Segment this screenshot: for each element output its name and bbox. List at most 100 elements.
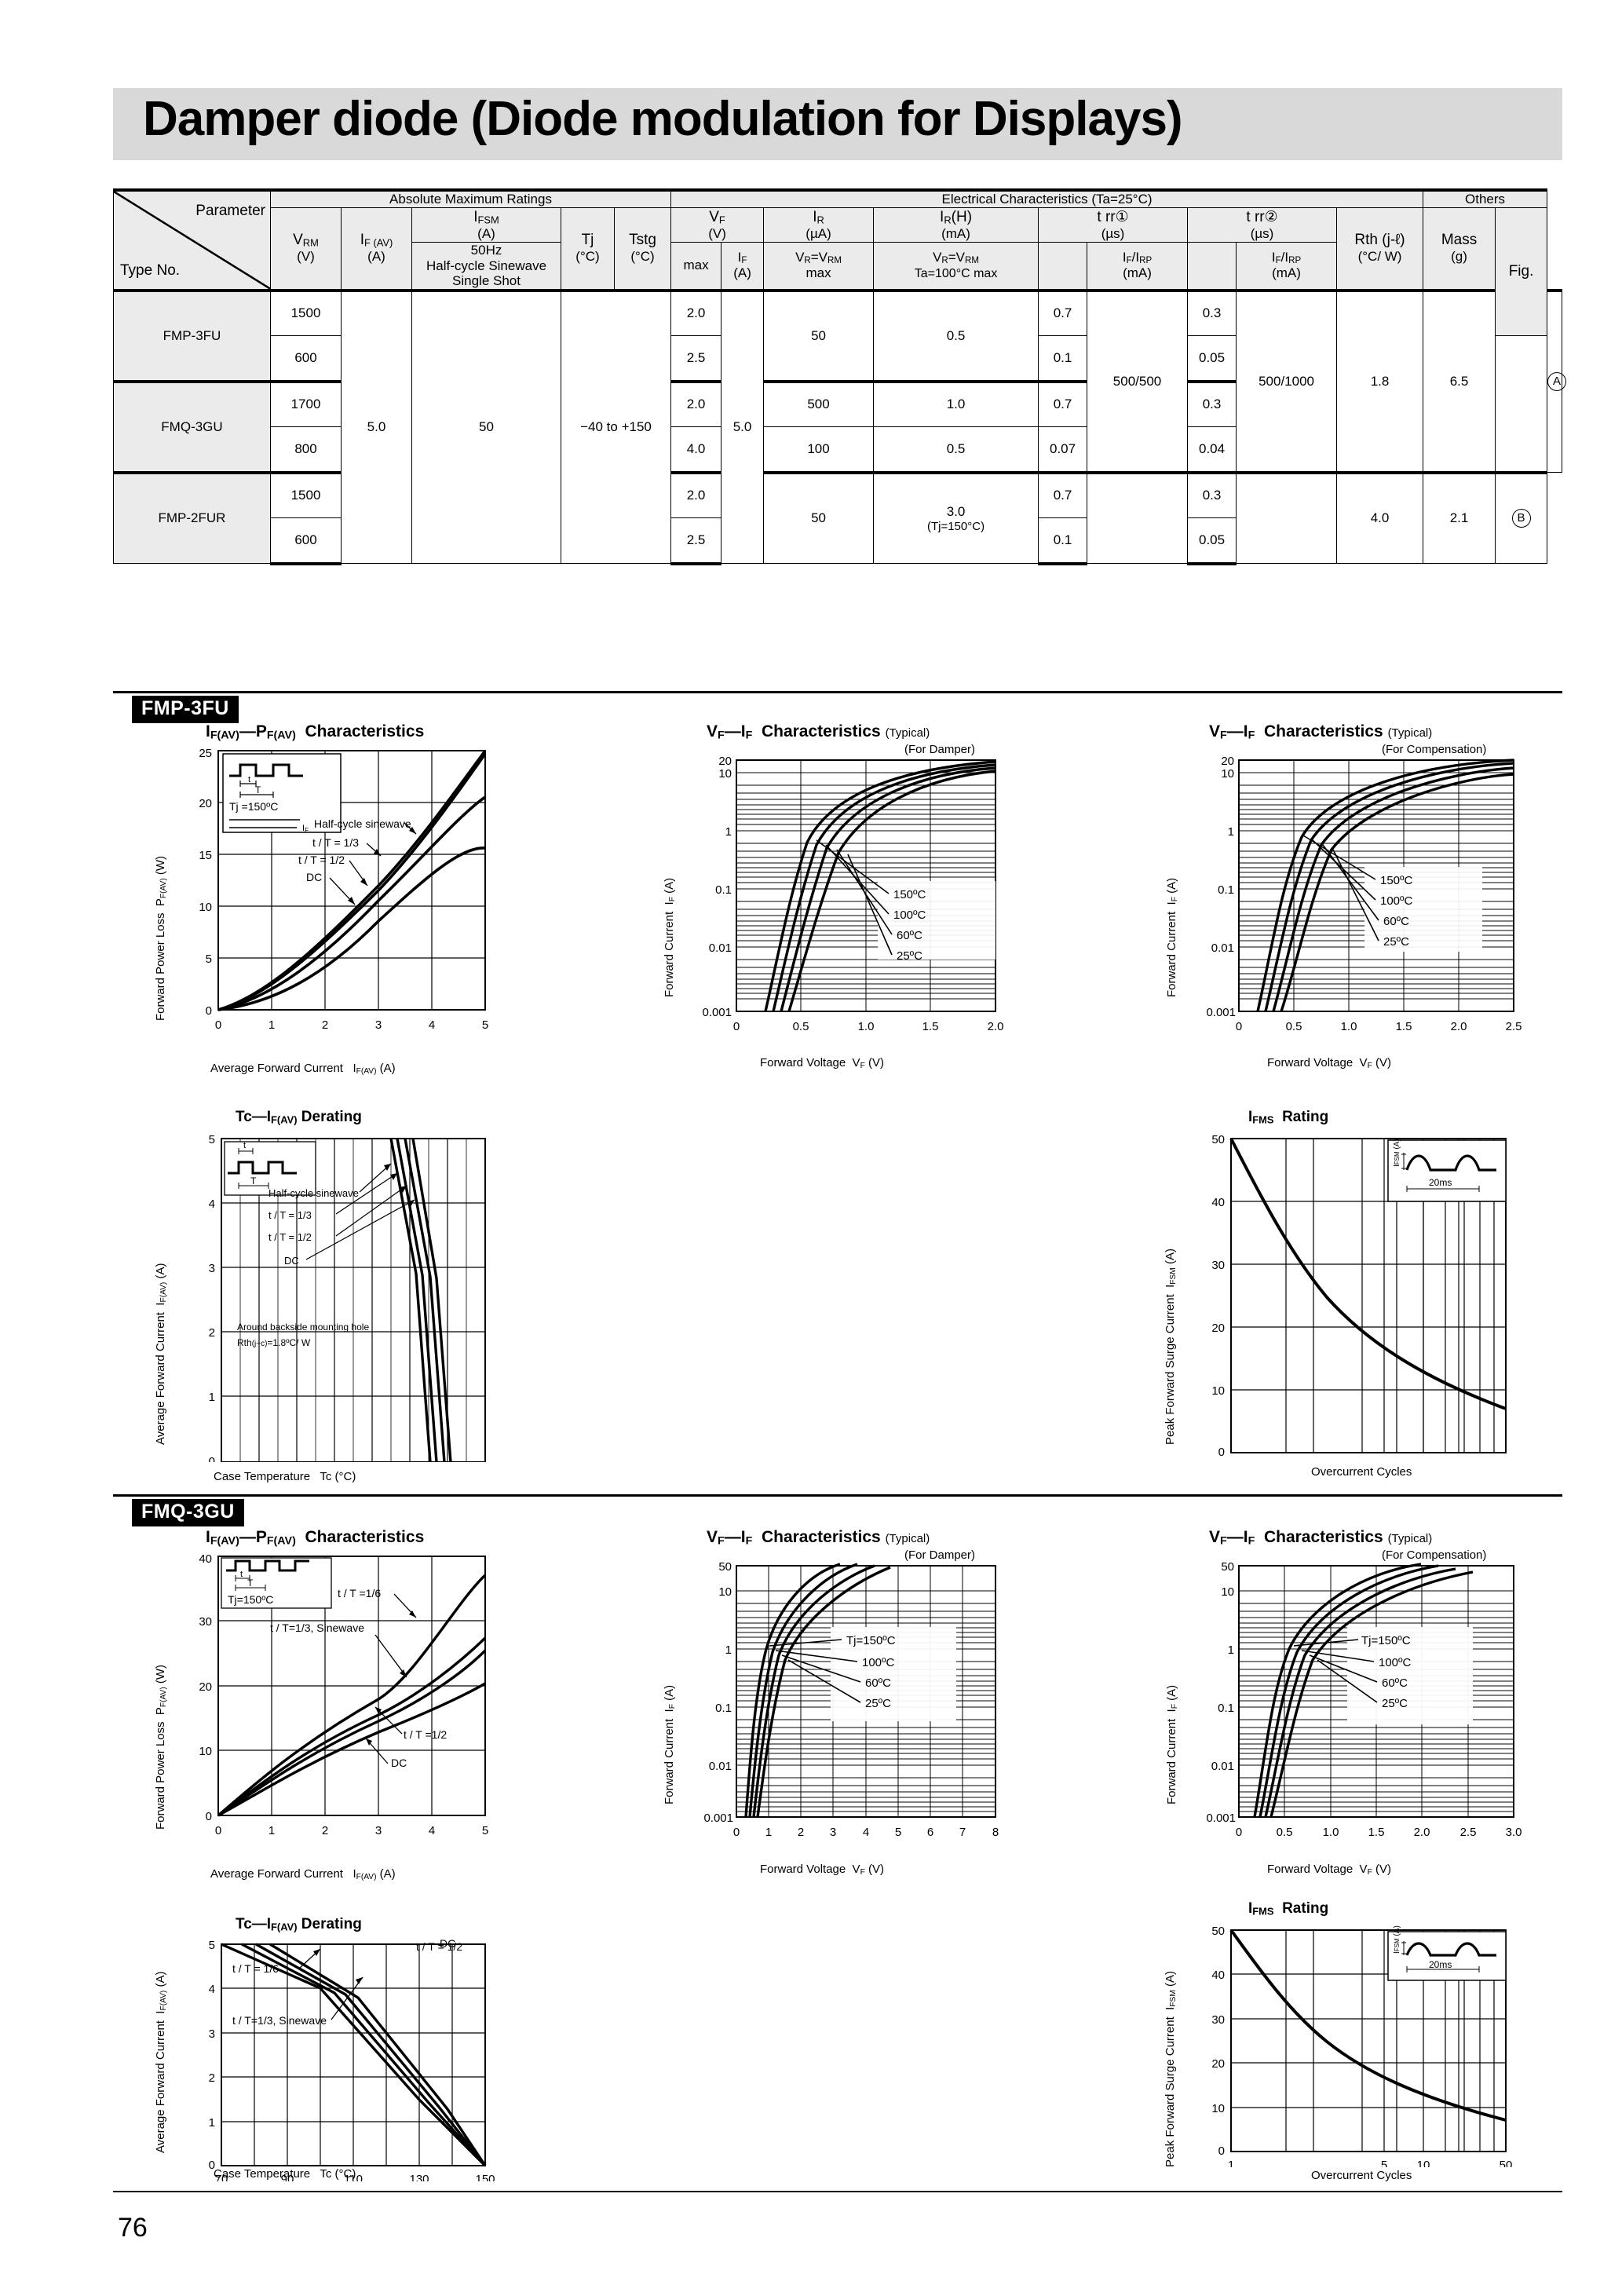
- svg-text:100ºC: 100ºC: [893, 909, 926, 922]
- svg-text:4: 4: [209, 1197, 215, 1211]
- cell-irh-fmp2fur: 3.0 (Tj=150°C): [873, 470, 1039, 565]
- col-header-if-av: IF (AV) (A): [341, 207, 412, 291]
- svg-text:t: t: [240, 1570, 243, 1579]
- cell-tj-tstg-all: −40 to +150: [560, 288, 672, 565]
- svg-text:2.5: 2.5: [1460, 1826, 1477, 1839]
- cell-trr1-3: 0.7: [1038, 379, 1088, 428]
- chart-xlabel-fmp-vfif-damper: Forward Voltage VF (V): [760, 1056, 884, 1070]
- cell-vrm-4: 800: [270, 426, 342, 473]
- svg-text:2.0: 2.0: [988, 1020, 1004, 1033]
- cell-trr1-4: 0.07: [1038, 426, 1088, 473]
- cell-trr2-3: 0.3: [1187, 379, 1237, 428]
- svg-text:0: 0: [733, 1826, 740, 1839]
- svg-text:60ºC: 60ºC: [865, 1676, 891, 1690]
- svg-text:10: 10: [199, 1745, 212, 1758]
- svg-text:100ºC: 100ºC: [862, 1656, 895, 1669]
- svg-text:0: 0: [215, 1018, 221, 1032]
- col-header-vf: VF (V): [670, 207, 765, 243]
- cell-vrm-2: 600: [270, 335, 342, 382]
- svg-text:2: 2: [209, 1326, 215, 1340]
- svg-text:3: 3: [375, 1018, 382, 1032]
- svg-text:2.0: 2.0: [1414, 1826, 1430, 1839]
- section-divider-bottom: [113, 2191, 1562, 2192]
- cell-ir-3: 500: [763, 379, 875, 428]
- chart-title-fmp-vfif-comp: VF—IF Characteristics (Typical): [1209, 722, 1433, 742]
- svg-text:IFSM (A): IFSM (A): [1393, 1925, 1401, 1954]
- svg-text:0: 0: [215, 1824, 221, 1837]
- chart-ylabel-fmp-ifav-pfav: Forward Power Loss PF(AV) (W): [154, 855, 168, 1021]
- svg-text:t / T = 1/3: t / T = 1/3: [312, 836, 359, 849]
- svg-text:0: 0: [206, 1810, 212, 1823]
- svg-text:t / T = 1/2: t / T = 1/2: [269, 1231, 312, 1243]
- svg-text:10: 10: [1417, 1460, 1430, 1462]
- svg-text:0.01: 0.01: [1211, 1760, 1234, 1773]
- svg-text:1: 1: [1228, 1460, 1234, 1462]
- cell-vf-max-1: 2.0: [670, 288, 722, 337]
- svg-text:DC: DC: [306, 871, 322, 883]
- cell-fig-b: B: [1495, 470, 1548, 565]
- cell-trr2-6: 0.05: [1187, 517, 1237, 565]
- chart-fmq-tc-derating: 5 4 3 2 1 0 70 90 110 130 150 t / T = 1/6 t /…: [209, 1938, 495, 2181]
- svg-text:40: 40: [1211, 1196, 1225, 1209]
- svg-text:0.001: 0.001: [1206, 1006, 1236, 1019]
- cell-trr2-1: 0.3: [1187, 288, 1237, 337]
- group-header-others: Others: [1423, 188, 1548, 208]
- section-divider-top: [113, 691, 1562, 693]
- svg-text:0.5: 0.5: [1277, 1826, 1293, 1839]
- svg-text:Tj=150ºC: Tj=150ºC: [1361, 1634, 1411, 1647]
- chart-fmq-vfif-comp: 50 10 1 0.1 0.01 0.001 0 0.5 1.0 1.5 2.0 2.5 3…: [1206, 1560, 1522, 1839]
- cell-rth-b: 4.0: [1336, 470, 1424, 565]
- svg-text:5: 5: [206, 952, 212, 966]
- chart-xlabel-fmq-ifms: Overcurrent Cycles: [1311, 2169, 1412, 2182]
- svg-text:0.5: 0.5: [793, 1020, 809, 1033]
- table-row-type-fmq3gu: FMQ-3GU: [113, 379, 271, 473]
- section-badge-fmq3gu: FMQ-3GU: [132, 1499, 244, 1526]
- chart-title-fmp-ifms: IFMS Rating: [1248, 1109, 1329, 1126]
- cell-trr2-2: 0.05: [1187, 335, 1237, 382]
- col-header-tstg: Tstg (°C): [613, 207, 672, 291]
- svg-text:1.5: 1.5: [1396, 1020, 1412, 1033]
- cell-vrm-3: 1700: [270, 379, 342, 428]
- cell-vf-max-2: 2.5: [670, 335, 722, 382]
- svg-text:50: 50: [1500, 1460, 1513, 1462]
- svg-text:1: 1: [1228, 1643, 1234, 1657]
- section-badge-fmp3fu: FMP-3FU: [132, 696, 239, 723]
- cell-trr1-2: 0.1: [1038, 335, 1088, 382]
- chart-fmp-ifav-pfav: 0 5 10 15 20 25 0 1 2 3 4 5 tT Tj =150ºC IF Ha…: [199, 747, 488, 1032]
- col-header-irh: IR(H) (mA): [873, 207, 1039, 243]
- svg-text:30: 30: [1211, 2013, 1225, 2027]
- svg-text:3.0: 3.0: [1506, 1826, 1522, 1839]
- table-row-type-fmp2fur: FMP-2FUR: [113, 470, 271, 565]
- svg-text:1.5: 1.5: [1368, 1826, 1385, 1839]
- svg-text:t / T=1/3, Sinewave: t / T=1/3, Sinewave: [232, 2014, 327, 2027]
- svg-text:Half-cycle sinewave: Half-cycle sinewave: [269, 1187, 359, 1199]
- svg-text:7: 7: [959, 1826, 966, 1839]
- svg-text:t / T =1/2: t / T =1/2: [404, 1728, 447, 1741]
- chart-subtitle-typical-4: (Typical): [1387, 1532, 1433, 1545]
- chart-fmq-vfif-damper: 50 10 1 0.1 0.01 0.001 0 1 2 3 4 5 6 7 8 Tj=150…: [703, 1560, 999, 1839]
- svg-text:Tj =150ºC: Tj =150ºC: [229, 800, 278, 813]
- col-header-mass: Mass (g): [1423, 207, 1496, 291]
- svg-text:60ºC: 60ºC: [1383, 915, 1409, 928]
- cell-trr1-5: 0.7: [1038, 470, 1088, 519]
- svg-text:4: 4: [863, 1826, 869, 1839]
- svg-text:1.0: 1.0: [858, 1020, 875, 1033]
- svg-text:90: 90: [281, 2173, 294, 2181]
- svg-text:IF: IF: [302, 824, 309, 834]
- chart-ylabel-fmq-tc-derating: Average Forward Current IF(AV) (A): [154, 1971, 168, 2153]
- group-header-electrical: Electrical Characteristics (Ta=25°C): [670, 188, 1424, 208]
- chart-fmp-tc-derating: 54 32 10 2040 6080 100120 140160 tT Half…: [209, 1133, 486, 1462]
- svg-text:0.01: 0.01: [709, 1760, 732, 1773]
- cell-vrm-5: 1500: [270, 470, 342, 519]
- svg-text:4: 4: [429, 1824, 435, 1837]
- svg-text:30: 30: [1211, 1259, 1225, 1272]
- svg-text:10: 10: [199, 901, 212, 914]
- cell-trr1-6: 0.1: [1038, 517, 1088, 565]
- svg-text:70: 70: [215, 2173, 228, 2181]
- chart-fmp-ifms: 50 40 30 20 10 0 1 5 10 50 IFSM (A) 20ms: [1211, 1133, 1513, 1462]
- cell-mass-a: 6.5: [1423, 288, 1496, 473]
- svg-text:2: 2: [798, 1826, 804, 1839]
- chart-fmq-ifms: 50 40 30 20 10 0 1 5 10 50 IFSM (A) 20ms: [1211, 1925, 1512, 2167]
